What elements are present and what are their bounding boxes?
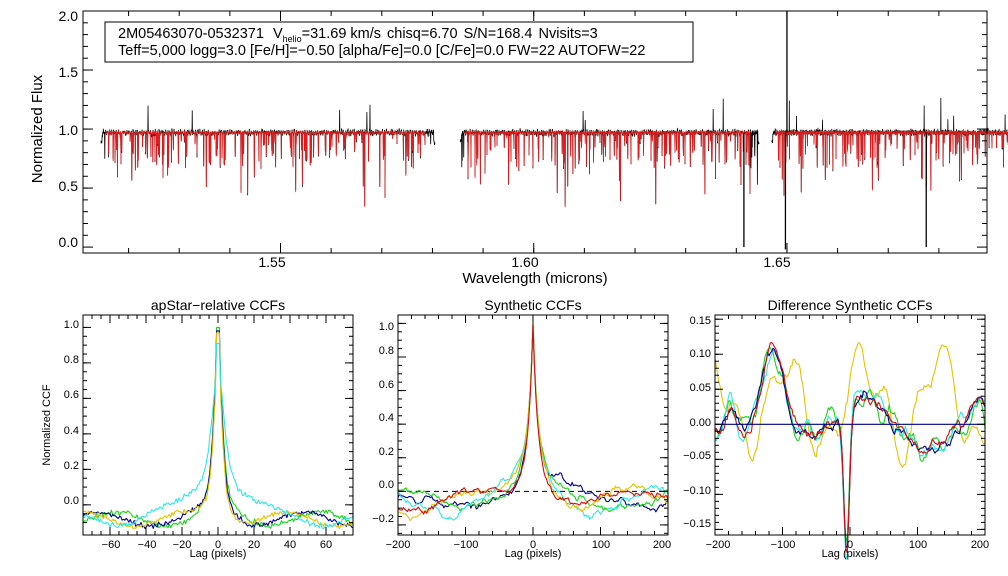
spec-xtick-1: 1.60: [511, 254, 538, 270]
ccf2-yticklabels: −0.2 0.0 0.2 0.4 0.6 0.8 1.0: [372, 321, 394, 525]
ccf1-axes-frame: [82, 314, 354, 536]
ccf2-ytick-2: 0.2: [379, 446, 394, 458]
ccf2-xtick-4: 200: [653, 539, 671, 551]
ccf1-xtick-0: −60: [102, 539, 121, 551]
ccf1-ytick-4: 0.8: [64, 354, 79, 366]
ccf3-xtick-4: 200: [971, 539, 989, 551]
ccf3-title: Difference Synthetic CCFs: [768, 297, 933, 313]
vhelio-value: =31.69 km/s: [302, 26, 381, 42]
ccf2-xlabel: Lag (pixels): [505, 548, 562, 560]
ccf2-ytick-1: 0.0: [379, 479, 394, 491]
ccf3-xtick-1: −100: [771, 539, 796, 551]
ccf-panel-1: apStar−relative CCFs Lag (pixels) Normal…: [41, 297, 354, 560]
info-box: [104, 21, 694, 63]
ccf2-ytick-4: 0.6: [379, 379, 394, 391]
ccf1-ytick-2: 0.4: [64, 425, 79, 437]
ccf2-ytick-3: 0.4: [379, 412, 394, 424]
ccf3-yticklabels: −0.15 −0.10 −0.05 0.00 0.05 0.10 0.15: [683, 315, 711, 530]
ccf2-lines: [397, 322, 669, 522]
ccf3-xtick-2: 0: [847, 539, 853, 551]
ccf2-line-red: [397, 322, 669, 515]
ccf2-xticklabels: −200 −100 0 100 200: [386, 539, 672, 551]
ccf-panel-3: Difference Synthetic CCFs Lag (pixels) −…: [683, 297, 989, 560]
ccf2-xtick-3: 100: [592, 539, 610, 551]
ccf2-ytick-0: −0.2: [372, 513, 394, 525]
model-spectrum-chip-0: [105, 129, 426, 207]
info-line-2: Teff=5,000 logg=3.0 [Fe/H]=−0.50 [alpha/…: [118, 43, 645, 59]
ccf2-title: Synthetic CCFs: [484, 297, 581, 313]
ccf3-line-yellow: [714, 342, 986, 468]
spec-ytick-4: 2.0: [59, 8, 79, 24]
ccf3-ytick-4: 0.05: [690, 382, 711, 394]
ccf1-ytick-1: 0.2: [64, 460, 79, 472]
spec-xtick-0: 1.55: [258, 254, 285, 270]
ccf1-xtick-5: 40: [284, 539, 296, 551]
model-spectrum-chip-1: [464, 129, 751, 208]
ccf1-xtick-1: −40: [138, 539, 157, 551]
spectrum-panel: 0.0 0.5 1.0 1.5 2.0 1.55 1.60 1.65 Wavel…: [29, 8, 1008, 287]
spec-xtick-2: 1.65: [763, 254, 790, 270]
ccf1-ytick-5: 1.0: [64, 319, 79, 331]
spectrum-xticklabels: 1.55 1.60 1.65: [258, 254, 790, 270]
ccf3-ytick-6: 0.15: [690, 315, 711, 327]
ccf3-xticklabels: −200 −100 0 100 200: [706, 539, 990, 551]
ccf1-ytick-0: 0.0: [64, 495, 79, 507]
nvisits-value: Nvisits=3: [539, 26, 598, 42]
ccf1-xlabel: Lag (pixels): [190, 548, 247, 560]
ccf2-ticks: [397, 315, 669, 535]
ccf1-title: apStar−relative CCFs: [151, 297, 285, 313]
ccf3-xlabel: Lag (pixels): [822, 548, 879, 560]
ccf2-ytick-6: 1.0: [379, 321, 394, 333]
ccf3-lines: [714, 342, 986, 560]
ccf1-xticklabels: −60 −40 −20 0 20 40 60: [102, 539, 332, 551]
ccf3-ytick-2: −0.05: [683, 450, 711, 462]
ccf3-ytick-5: 0.10: [690, 348, 711, 360]
ccf1-ytick-3: 0.6: [64, 389, 79, 401]
ccf1-lines: [82, 326, 354, 530]
ccf2-ytick-5: 0.8: [379, 345, 394, 357]
snr-value: S/N=168.4: [464, 26, 533, 42]
ccf1-yticklabels: 0.0 0.2 0.4 0.6 0.8 1.0: [64, 319, 79, 507]
vhelio-subscript: helio: [283, 34, 302, 44]
ccf3-ytick-3: 0.00: [690, 417, 711, 429]
ccf2-axes-frame: [397, 314, 669, 536]
ccf3-ytick-0: −0.15: [683, 518, 711, 530]
ccf3-xtick-0: −200: [706, 539, 731, 551]
chisq-value: chisq=6.70: [387, 26, 458, 42]
spec-ytick-3: 1.5: [59, 64, 79, 80]
ccf2-xtick-0: −200: [386, 539, 411, 551]
spec-ytick-1: 0.5: [59, 178, 79, 194]
spectrum-ylabel: Normalized Flux: [29, 74, 46, 183]
ccf1-xtick-3: 0: [215, 539, 221, 551]
model-spectrum-chip-2: [775, 129, 1008, 196]
spec-ytick-0: 0.0: [59, 234, 79, 250]
spectrum-xlabel: Wavelength (microns): [462, 270, 607, 287]
ccf1-line-cyan: [82, 342, 354, 530]
ccf3-ytick-1: −0.10: [683, 485, 711, 497]
ccf2-xtick-1: −100: [454, 539, 479, 551]
ccf1-ylabel: Normalized CCF: [41, 384, 53, 466]
ccf1-xtick-4: 20: [248, 539, 260, 551]
star-id: 2M05463070-0532371: [118, 26, 264, 42]
ccf1-line-green: [82, 326, 354, 529]
ccf1-line-navy: [82, 330, 354, 530]
spectrum-axes-frame: [82, 10, 988, 254]
ccf2-xtick-2: 0: [530, 539, 536, 551]
ccf1-ticks: [83, 315, 353, 535]
ccf1-xtick-2: −20: [173, 539, 192, 551]
spectrum-lines: [100, 11, 1008, 250]
ccf-panel-2: Synthetic CCFs Lag (pixels) −200 −100 0 …: [372, 297, 671, 560]
ccf3-axes-frame: [714, 314, 986, 536]
ccf3-line-red: [714, 342, 986, 554]
info-line-1: 2M05463070-0532371 Vhelio=31.69 km/s chisq…: [118, 26, 598, 44]
spec-ytick-2: 1.0: [59, 122, 79, 138]
spectrum-ticks: [83, 10, 987, 253]
ccf3-xtick-3: 100: [909, 539, 927, 551]
vhelio-symbol: V: [273, 26, 283, 42]
ccf1-xtick-6: 60: [320, 539, 332, 551]
spectrum-yticklabels: 0.0 0.5 1.0 1.5 2.0: [59, 8, 79, 250]
